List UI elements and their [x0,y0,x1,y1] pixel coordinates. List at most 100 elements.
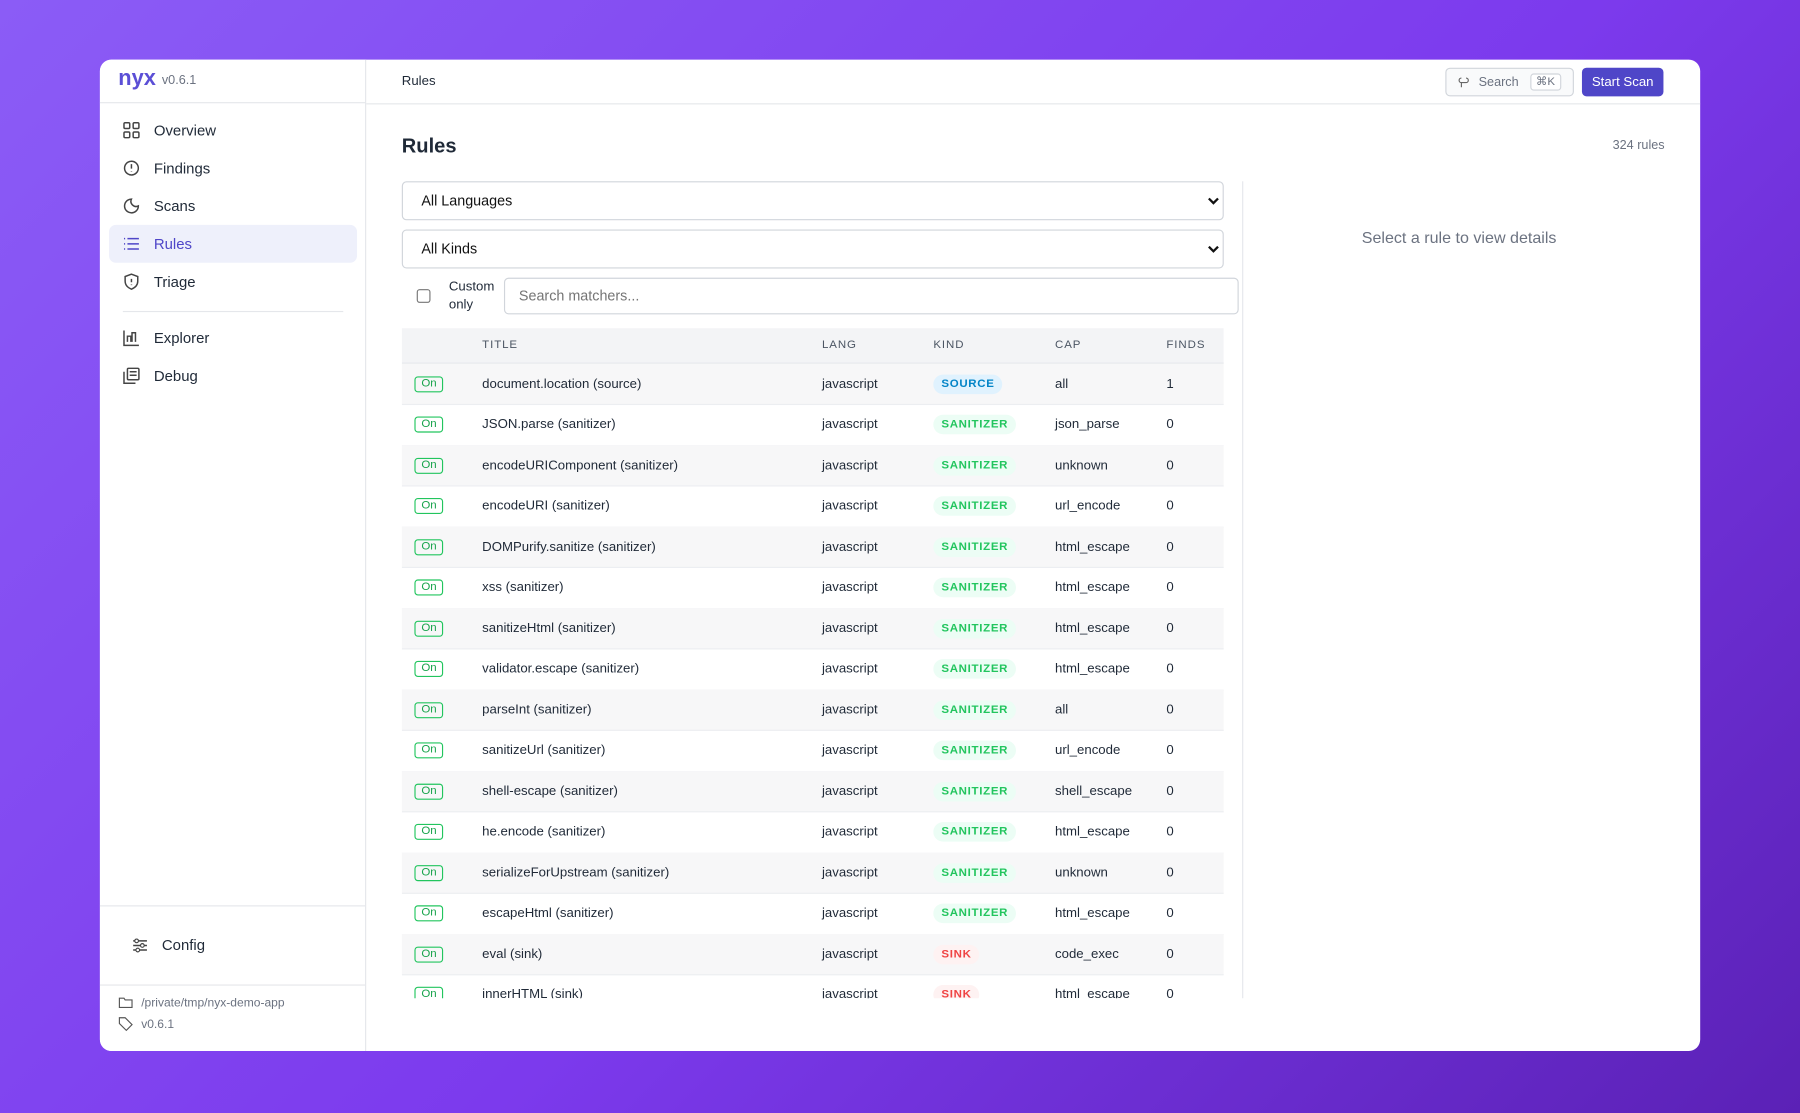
table-row[interactable]: On sanitizeUrl (sanitizer) javascript SANIT… [401,730,1224,772]
language: javascript [821,499,878,513]
finds: 1 [1166,376,1174,391]
kind-badge: SANITIZER [933,536,1017,557]
rule-title: JSON.parse (sanitizer) [482,417,616,432]
search-button[interactable]: Search ⌘K [1445,67,1574,97]
table-row[interactable]: On JSON.parse (sanitizer) javascript SANITI… [401,404,1224,446]
capability: all [1055,702,1069,717]
kind-badge: SANITIZER [933,618,1017,638]
table-row[interactable]: On escapeHtml (sanitizer) javascript SANITI… [401,893,1224,935]
capability: shell_escape [1055,784,1133,799]
nav-item[interactable]: Explorer [109,319,357,357]
language: javascript [821,458,878,473]
label: Debug [153,367,198,385]
nav-item[interactable]: Triage [109,263,357,301]
table-row[interactable]: On innerHTML (sink) javascript SINK html_esc… [402,975,1224,999]
table-row[interactable]: On sanitizeHtml (sanitizer) javascript SANI… [401,608,1224,650]
footer-version: v0.6.1 [141,1017,175,1032]
table-row[interactable]: On xss (sanitizer) javascript SANITIZER html… [401,567,1224,609]
label: Search [1478,75,1519,89]
capability: code_exec [1055,947,1119,961]
column-header: CAP [1055,339,1082,352]
table-row[interactable]: On encodeURI (sanitizer) javascript SANITIZ… [401,486,1224,528]
column-header: TITLE [482,339,519,352]
finds: 0 [1166,947,1174,961]
table-row[interactable]: On document.location (source) javascript SO… [401,363,1224,406]
config-section: Config [99,905,366,986]
kind-badge: SANITIZER [933,740,1017,761]
topbar: Rules Search ⌘K Start Scan [366,60,1701,105]
rule-title: validator.escape (sanitizer) [482,662,640,676]
kind-badge: SANITIZER [933,496,1017,516]
table-row[interactable]: On eval (sink) javascript SINK code_exec 0 [401,933,1224,976]
language: javascript [821,580,878,595]
custom-only-checkbox[interactable] [416,289,431,303]
rule-title: eval (sink) [482,947,543,961]
rule-title: DOMPurify.sanitize (sanitizer) [482,539,656,554]
capability: html_escape [1055,987,1130,999]
capability: url_encode [1055,499,1121,513]
language-filter[interactable]: All Languages [401,181,1224,221]
language: javascript [821,662,878,676]
breadcrumb: Rules [401,74,436,89]
finds: 0 [1166,824,1174,839]
rules-table: TITLE LANG KIND CAP FINDS On document.locatio… [401,328,1224,999]
table-row[interactable]: On serializeForUpstream (sanitizer) javasc… [401,852,1224,894]
capability: html_escape [1055,580,1130,595]
nav-item[interactable]: Debug [109,357,357,395]
status-badge: On [414,497,444,515]
label: Overview [153,121,217,139]
nav-item[interactable]: Scans [109,187,357,225]
status-badge: On [414,905,444,922]
nav-item[interactable]: Findings [109,149,357,187]
page-title: Rules [401,134,457,158]
table-row[interactable]: On DOMPurify.sanitize (sanitizer) javascri… [401,526,1224,568]
project-path: /private/tmp/nyx-demo-app [141,995,285,1010]
kind-badge: SANITIZER [933,699,1017,720]
language: javascript [821,743,878,758]
kind-badge: SANITIZER [933,862,1017,883]
icon [123,330,139,347]
app-window: nyx v0.6.1 Overview Findings Scans Rules Tri… [99,59,1701,1052]
label: Triage [153,273,196,291]
checkbox-label: Custom only [448,279,495,313]
brand: nyx [118,66,156,91]
rule-title: sanitizeHtml (sanitizer) [482,621,616,636]
status-badge: On [414,375,444,392]
capability: html_escape [1055,621,1130,636]
language: javascript [821,987,878,999]
table-row[interactable]: On parseInt (sanitizer) javascript SANITIZE… [401,689,1224,731]
table-row[interactable]: On encodeURIComponent (sanitizer) javascri… [401,445,1224,487]
finds: 0 [1166,417,1174,432]
rule-title: parseInt (sanitizer) [482,702,592,717]
matcher-search[interactable] [503,277,1239,315]
kind-badge: SANITIZER [933,577,1017,598]
status-badge: On [414,457,444,474]
table-header: TITLE LANG KIND CAP FINDS [401,328,1224,364]
finds: 0 [1166,499,1174,513]
finds: 0 [1166,987,1174,999]
nav-item[interactable]: Overview [109,111,357,149]
status-badge: On [414,538,444,555]
label: Config [161,936,206,954]
nav-item[interactable]: Rules [109,224,358,263]
rule-title: innerHTML (sink) [482,987,583,999]
table-row[interactable]: On validator.escape (sanitizer) javascript… [401,649,1224,691]
table-row[interactable]: On shell-escape (sanitizer) javascript SANI… [401,771,1224,813]
column-header: LANG [821,339,857,352]
config-link[interactable]: Config [118,926,348,964]
language: javascript [821,621,878,636]
icon [123,367,140,384]
capability: unknown [1055,458,1108,473]
start-scan-button[interactable]: Start Scan [1581,67,1664,97]
table-row[interactable]: On he.encode (sanitizer) javascript SANITIZ… [401,812,1224,854]
icon [124,273,139,290]
label: Scans [153,197,196,215]
language: javascript [821,947,878,961]
detail-placeholder: Select a rule to view details [1361,228,1557,247]
kind-filter[interactable]: All Kinds [401,229,1224,269]
icon [123,160,140,176]
finds: 0 [1166,906,1174,921]
kind-badge: SOURCE [933,374,1003,394]
